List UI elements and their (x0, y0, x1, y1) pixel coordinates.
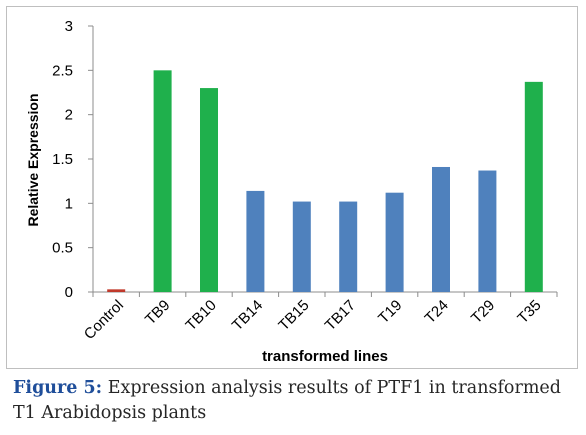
caption-lead: Figure 5: (13, 378, 103, 398)
x-axis-label: transformed lines (262, 348, 388, 365)
y-tick-label: 3 (65, 18, 73, 35)
x-tick-label: TB10 (182, 297, 219, 334)
y-axis-label: Relative Expression (25, 93, 41, 226)
caption-text: Expression analysis results of PTF1 in t… (13, 378, 561, 423)
x-axis (92, 291, 558, 297)
bar-tb10 (200, 88, 218, 292)
bar-tb15 (292, 201, 311, 292)
y-tick-label: 2.5 (52, 62, 73, 79)
x-tick-label: TB15 (275, 297, 312, 334)
x-tick-label: T19 (375, 297, 405, 327)
x-tick-label: TB9 (142, 297, 173, 328)
y-axis: 0 0.5 1 1.5 2 2.5 3 (52, 18, 94, 301)
bar-t29 (478, 170, 497, 292)
bar-tb17 (339, 201, 358, 292)
bars (107, 70, 543, 292)
bar-t35 (524, 81, 543, 292)
bar-tb9 (153, 70, 172, 292)
bar-tb14 (246, 190, 265, 292)
bar-control (107, 289, 126, 292)
x-tick-label: Control (81, 297, 127, 343)
y-tick-label: 1.5 (52, 151, 73, 168)
y-tick-label: 0.5 (52, 240, 73, 257)
y-tick-label: 0 (65, 284, 73, 301)
bar-chart: 0 0.5 1 1.5 2 2.5 3 Control TB9 TB10 TB14 TB15 TB17… (25, 18, 558, 365)
x-tick-label: T35 (514, 297, 544, 327)
x-tick-label: T29 (468, 297, 498, 327)
x-tick-label: T24 (422, 297, 452, 327)
figure-caption: Figure 5: Expression analysis results of… (13, 376, 579, 426)
x-tick-labels: Control TB9 TB10 TB14 TB15 TB17 T19 T24 T29 T35 (81, 297, 545, 343)
x-tick-label: TB17 (322, 297, 359, 334)
bar-t24 (432, 166, 450, 292)
y-tick-label: 1 (65, 195, 73, 212)
bar-t19 (385, 192, 404, 292)
y-tick-label: 2 (65, 107, 73, 124)
x-tick-label: TB14 (229, 297, 266, 334)
